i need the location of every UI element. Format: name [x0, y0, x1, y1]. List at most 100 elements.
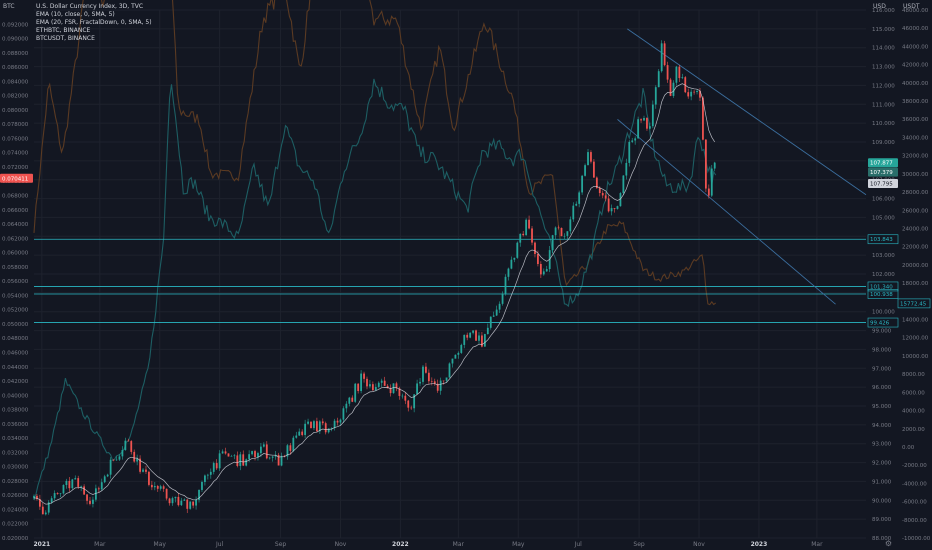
left-tick-label: 0.066000: [2, 208, 29, 214]
candle-body: [50, 498, 53, 503]
legend-btcusdt[interactable]: BTCUSDT, BINANCE: [36, 35, 95, 42]
level-price-tag-border: [867, 234, 899, 245]
candle-body: [330, 428, 333, 429]
candle-body: [386, 385, 389, 389]
level-price-tag-border: [867, 281, 899, 292]
candle-body: [280, 455, 283, 466]
candle-body: [598, 187, 601, 194]
candle-body: [401, 395, 404, 397]
settings-gear-icon[interactable]: ⚙: [884, 539, 892, 548]
plot-area[interactable]: [33, 0, 867, 516]
candle-body: [666, 65, 669, 80]
left-tick-label: 0.076000: [2, 136, 29, 142]
candle-body: [221, 451, 224, 454]
candle-body: [590, 152, 592, 162]
candle-body: [236, 455, 239, 466]
usd-tick-label: 88.000: [872, 536, 892, 542]
candle-body: [581, 175, 584, 193]
candle-body: [696, 90, 698, 93]
candle-body: [551, 235, 554, 251]
usd-tick-label: 103.000: [872, 253, 895, 259]
legend-ema-20[interactable]: EMA (20, FSR, FractalDown, 0, SMA, 5): [36, 19, 152, 26]
legend-ema-10[interactable]: EMA (10, close, 0, SMA, 5): [36, 11, 115, 18]
candle-body: [201, 481, 203, 490]
candle-body: [92, 499, 94, 504]
candle-body: [374, 386, 377, 391]
left-tick-label: 0.040000: [2, 393, 29, 399]
candle-body: [262, 444, 265, 447]
usd-tick-label: 116.000: [872, 8, 895, 14]
candle-body: [33, 495, 35, 499]
candle-body: [710, 168, 713, 196]
candle-body: [531, 228, 533, 243]
usd-tick-label: 96.000: [872, 385, 892, 391]
candle-body: [383, 380, 386, 386]
candle-body: [410, 407, 413, 409]
usd-tick-label: 97.000: [872, 366, 892, 372]
candle-body: [130, 441, 133, 452]
candle-body: [44, 512, 47, 515]
channel-lower-line: [617, 119, 836, 305]
candle-body: [433, 381, 436, 384]
candle-body: [457, 352, 460, 355]
usdt-tick-label: 22000.00: [902, 245, 929, 251]
usd-tick-label: 90.000: [872, 498, 892, 504]
usdt-tick-label: 38000.00: [902, 99, 929, 105]
candle-body: [357, 383, 360, 392]
candle-body: [425, 366, 427, 373]
usdt-tick-label: 36000.00: [902, 117, 929, 123]
candle-body: [522, 233, 525, 236]
candle-body: [528, 219, 530, 229]
candle-body: [416, 383, 418, 395]
usdt-price-axis[interactable]: 48000.00 46000.00 44000.00 42000.00 40000.00…: [902, 8, 931, 542]
candle-body: [121, 450, 124, 457]
legend-dxy[interactable]: U.S. Dollar Currency Index, 3D, TVC: [36, 3, 144, 10]
candle-body: [257, 453, 259, 458]
usdt-unit-label: USDT: [903, 3, 920, 10]
candle-body: [713, 162, 716, 169]
candle-body: [192, 501, 195, 506]
usd-tick-label: 91.000: [872, 479, 892, 485]
candle-body: [587, 152, 589, 166]
candle-body: [516, 242, 519, 258]
level-price-tag-bg: [868, 281, 898, 291]
candle-body: [651, 104, 654, 127]
usdt-price-tag-border: [897, 298, 931, 309]
candle-body: [669, 79, 672, 96]
usdt-tick-label: 6000.00: [902, 390, 925, 396]
time-tick-label: Mar: [453, 541, 465, 548]
usdt-price-tag-bg: [898, 298, 930, 308]
candle-body: [298, 431, 301, 436]
left-tick-label: 0.088000: [2, 51, 29, 57]
candle-body: [663, 43, 666, 66]
candle-body: [150, 484, 153, 488]
legend-ethbtc[interactable]: ETHBTC, BINANCE: [36, 27, 91, 34]
candle-body: [47, 502, 50, 513]
usd-unit-label: USD: [873, 3, 886, 10]
time-axis[interactable]: 2021 Mar May Jul Sep Nov 2022 Mar May Jul Sep Nov 20…: [34, 541, 824, 548]
usd-price-tag-c-bg: [868, 178, 898, 188]
candle-body: [209, 471, 212, 475]
left-symbol-label: BTC: [3, 3, 15, 10]
candle-body: [619, 193, 622, 207]
level-price-tag-border: [867, 289, 899, 299]
candle-body: [212, 463, 215, 472]
candle-body: [483, 334, 486, 347]
usd-tick-label: 112.000: [872, 83, 895, 89]
usd-tick-label: 115.000: [872, 27, 895, 33]
usdt-tick-label: -8000.00: [902, 518, 927, 524]
time-tick-label: 2022: [392, 541, 409, 548]
channel-upper-line: [627, 28, 867, 196]
candle-body: [672, 82, 675, 96]
usd-price-tag-a: 107.877: [870, 161, 893, 167]
candle-body: [628, 141, 631, 163]
left-price-axis[interactable]: 0.092000 0.090000 0.088000 0.086000 0.084000…: [2, 22, 29, 542]
candle-body: [392, 383, 395, 394]
candle-body: [572, 205, 575, 220]
legend[interactable]: U.S. Dollar Currency Index, 3D, TVC EMA …: [36, 3, 152, 43]
candle-body: [616, 206, 619, 209]
left-tick-label: 0.028000: [2, 479, 29, 485]
candle-body: [254, 451, 256, 458]
